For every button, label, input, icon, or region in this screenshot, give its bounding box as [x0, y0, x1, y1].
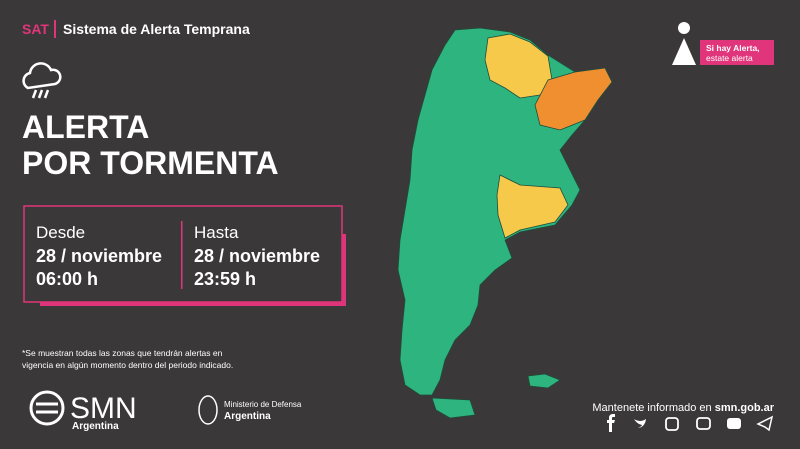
twitter-icon[interactable]	[634, 419, 646, 428]
alert-yellow-center	[496, 174, 569, 239]
system-name: Sistema de Alerta Temprana	[63, 21, 250, 37]
to-label: Hasta	[194, 223, 239, 242]
smn-country: Argentina	[72, 421, 119, 432]
badge-text: Si hay Alerta,	[706, 43, 760, 53]
footnote: *Se muestran todas las zonas que tendrán…	[22, 348, 223, 358]
smn-name: SMN	[70, 392, 137, 425]
divider	[54, 20, 56, 38]
badge-icon	[672, 38, 696, 65]
badge-text: estate alerta	[706, 53, 753, 63]
escudo	[198, 395, 218, 425]
ministry-country: Argentina	[224, 411, 271, 422]
to-time: 23:59 h	[194, 269, 256, 289]
from-label: Desde	[36, 223, 85, 242]
badge: Si hay Alerta, estate alerta	[672, 22, 774, 65]
facebook-icon[interactable]	[607, 414, 615, 432]
tv-icon[interactable]	[696, 417, 711, 430]
badge-icon	[678, 22, 690, 34]
footer-site: smn.gob.ar	[715, 402, 775, 414]
ministry-name: Ministerio de Defensa	[224, 400, 302, 409]
box-shadow	[40, 302, 346, 306]
to-date: 28 / noviembre	[194, 246, 320, 266]
from-time: 06:00 h	[36, 269, 98, 289]
tierra-del-fuego	[431, 397, 476, 419]
smn-icon	[29, 390, 65, 426]
map	[397, 27, 613, 419]
telegram-icon[interactable]	[756, 415, 774, 432]
footer-text: Mantenete informado en smn.gob.ar	[592, 402, 774, 414]
instagram-icon[interactable]	[665, 417, 679, 431]
from-date: 28 / noviembre	[36, 246, 162, 266]
youtube-icon[interactable]	[727, 418, 741, 429]
social-icons	[607, 414, 774, 432]
footer-lead: Mantenete informado en	[592, 402, 714, 414]
malvinas	[527, 373, 561, 389]
acronym: SAT	[22, 21, 49, 37]
alert-orange-ne	[534, 67, 613, 131]
title-line: ALERTA	[22, 109, 149, 145]
footnote: vigencia en algún momento dentro del per…	[22, 360, 233, 370]
badge-box	[700, 40, 774, 65]
title-line: POR TORMENTA	[22, 145, 279, 181]
box-divider	[181, 221, 183, 289]
box-shadow	[342, 234, 346, 306]
period-box	[23, 205, 343, 303]
storm-icon	[22, 62, 62, 99]
